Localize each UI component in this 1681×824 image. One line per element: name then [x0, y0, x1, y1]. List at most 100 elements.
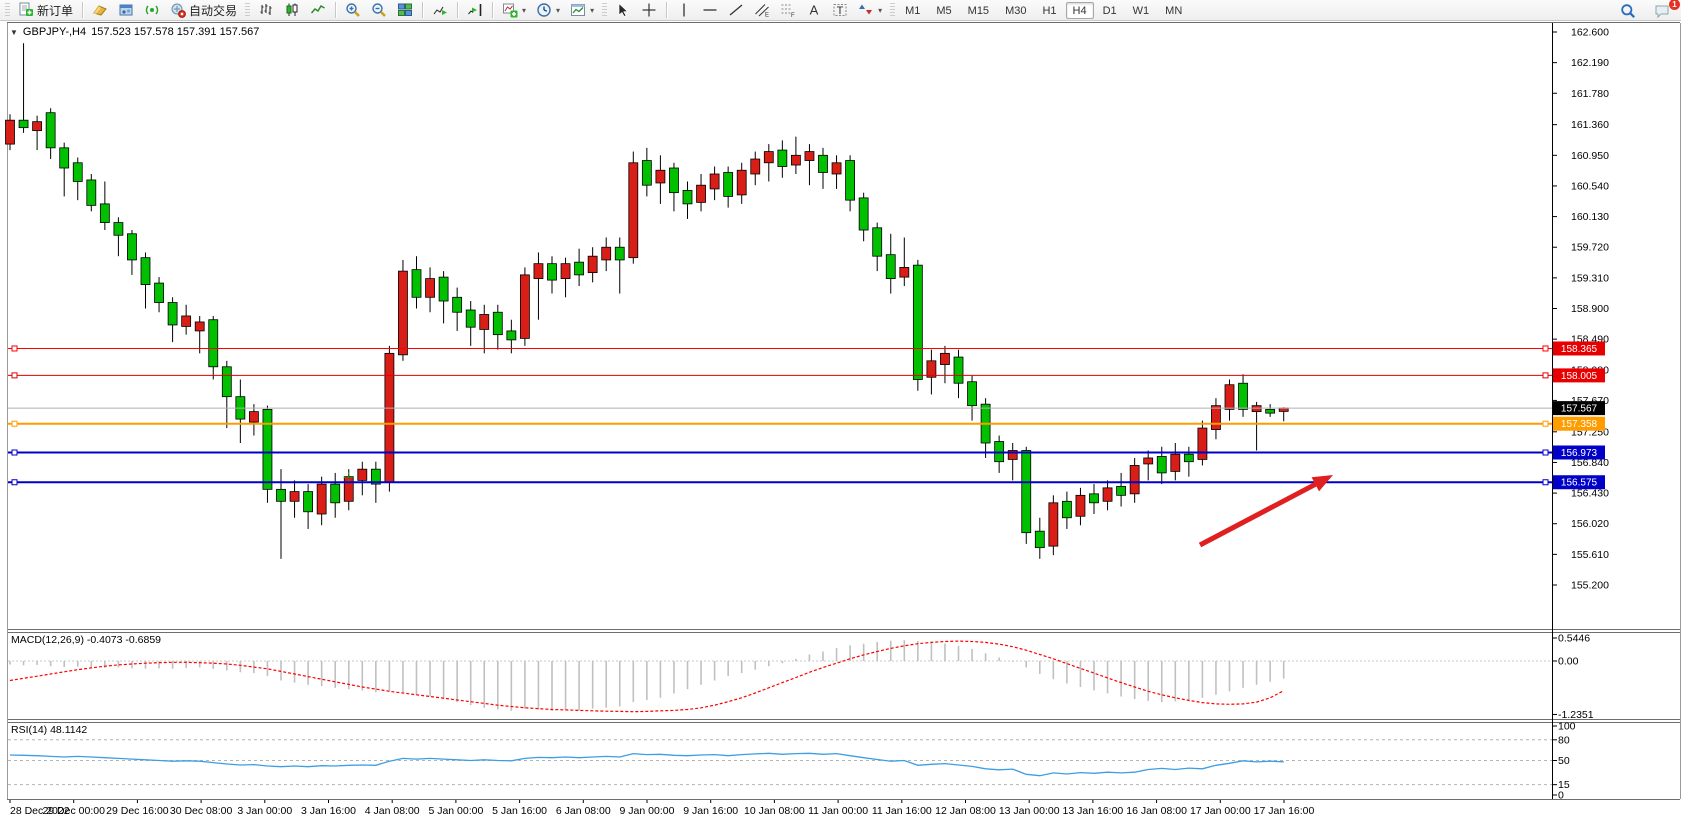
new-order-button[interactable]: 新订单 — [13, 2, 78, 19]
timeframe-button-h1[interactable]: H1 — [1042, 4, 1057, 17]
toolbar-separator — [422, 2, 424, 18]
line-handle[interactable] — [11, 372, 18, 379]
navigator-button[interactable] — [113, 2, 139, 19]
bar-chart-button[interactable] — [253, 2, 279, 19]
horizontal-line-button[interactable] — [697, 2, 723, 19]
timeframe-button-w1[interactable]: W1 — [1132, 4, 1150, 17]
candle — [140, 257, 151, 285]
timeframe-button-m5[interactable]: M5 — [936, 4, 952, 17]
candle — [560, 263, 571, 280]
periods-button[interactable]: ▾ — [531, 2, 565, 19]
zoom-out-icon — [371, 2, 387, 18]
timeframe-button-h4[interactable]: H4 — [1065, 1, 1094, 19]
vertical-line-button[interactable] — [671, 2, 697, 19]
text-button[interactable]: A — [801, 2, 827, 19]
metaeditor-icon — [92, 2, 108, 18]
line-handle[interactable] — [1542, 479, 1549, 486]
toolbar-right-group: 1 — [1615, 0, 1680, 21]
candle — [5, 119, 15, 145]
line-handle[interactable] — [1542, 345, 1549, 352]
price-axis-tick: 156.430 — [1571, 488, 1609, 500]
line-handle[interactable] — [1542, 372, 1549, 379]
time-axis-label: 28 Dec 2022 — [10, 805, 70, 817]
line-handle[interactable] — [11, 449, 18, 456]
tile-windows-button[interactable] — [392, 2, 418, 19]
chevron-down-icon: ▼ — [10, 27, 18, 37]
notifications-button[interactable]: 1 — [1649, 0, 1680, 19]
auto-scroll-button[interactable] — [427, 2, 453, 19]
line-handle[interactable] — [1542, 420, 1549, 427]
text-icon: A — [806, 2, 822, 18]
macd-axis-tick: -1.2351 — [1558, 709, 1594, 721]
candle — [1075, 494, 1086, 517]
toolbar-separator — [492, 2, 494, 18]
candle — [1170, 453, 1181, 472]
time-axis-label: 5 Jan 00:00 — [428, 805, 483, 817]
chart-shift-button[interactable] — [462, 2, 488, 19]
price-axis-tick: 159.720 — [1571, 242, 1609, 254]
time-axis-label: 11 Jan 00:00 — [808, 805, 868, 817]
fibonacci-button[interactable]: F — [775, 2, 801, 19]
rsi-axis-tick: 100 — [1558, 721, 1576, 733]
macd-signal-line — [9, 640, 1284, 713]
candle — [59, 147, 70, 169]
candlestick-button[interactable] — [279, 2, 305, 19]
candle — [791, 154, 801, 166]
candle — [763, 151, 774, 164]
auto-scroll-icon — [432, 2, 448, 18]
templates-button[interactable]: ▾ — [565, 2, 599, 19]
candle — [628, 162, 639, 259]
candle — [208, 319, 219, 368]
zoom-in-button[interactable] — [340, 2, 366, 19]
candle — [127, 233, 137, 261]
line-handle[interactable] — [11, 420, 18, 427]
line-handle[interactable] — [11, 479, 18, 486]
candle — [1211, 405, 1221, 430]
line-handle[interactable] — [11, 345, 18, 352]
price-chart-canvas[interactable]: 162.600 162.190 161.780 161.360 160.950 160.5… — [0, 21, 1681, 824]
candle — [574, 261, 584, 276]
timeframe-button-m15[interactable]: M15 — [967, 4, 990, 17]
candlestick-icon — [284, 2, 300, 18]
new-order-label: 新订单 — [37, 3, 74, 18]
add-indicator-button[interactable]: ▾ — [497, 2, 531, 19]
cursor-button[interactable] — [610, 2, 636, 19]
equidistant-channel-button[interactable]: E — [749, 2, 775, 19]
timeframe-button-d1[interactable]: D1 — [1102, 4, 1117, 17]
toolbar-separator — [82, 2, 84, 18]
price-badge: 157.567 — [1561, 404, 1598, 415]
time-axis-label: 9 Jan 16:00 — [683, 805, 738, 817]
candle — [479, 314, 490, 330]
text-label-icon: T — [832, 2, 848, 18]
metaeditor-button[interactable] — [87, 2, 113, 19]
timeframe-button-m30[interactable]: M30 — [1005, 4, 1027, 17]
price-axis-tick: 160.130 — [1571, 211, 1609, 223]
candle — [18, 119, 29, 129]
search-button[interactable] — [1615, 2, 1641, 19]
trend-arrow-annotation[interactable] — [1198, 477, 1326, 548]
candle — [99, 203, 110, 223]
bar-chart-icon — [258, 2, 274, 18]
trendline-button[interactable] — [723, 2, 749, 19]
line-handle[interactable] — [1542, 449, 1549, 456]
timeframe-button-m1[interactable]: M1 — [905, 4, 921, 17]
new-order-icon — [18, 2, 34, 18]
crosshair-button[interactable] — [636, 2, 662, 19]
text-label-button[interactable]: T — [827, 2, 853, 19]
chart-title: ▼ GBPJPY-,H4 157.523 157.578 157.391 157… — [10, 26, 259, 38]
price-axis-tick: 161.780 — [1571, 88, 1609, 100]
chart-window[interactable]: 162.600 162.190 161.780 161.360 160.950 160.5… — [0, 21, 1681, 824]
candle — [1129, 465, 1140, 495]
timeframe-button-mn[interactable]: MN — [1165, 4, 1183, 17]
arrows-button[interactable]: ▾ — [853, 2, 887, 19]
auto-trading-label: 自动交易 — [189, 3, 238, 18]
crosshair-icon — [641, 2, 657, 18]
line-chart-button[interactable] — [305, 2, 331, 19]
chevron-down-icon: ▾ — [878, 5, 883, 15]
candle — [398, 270, 408, 356]
data-window-button[interactable] — [139, 2, 165, 19]
auto-trading-button[interactable]: 自动交易 — [165, 2, 242, 19]
zoom-out-button[interactable] — [366, 2, 392, 19]
candle — [1021, 450, 1032, 534]
candle — [1156, 456, 1167, 474]
